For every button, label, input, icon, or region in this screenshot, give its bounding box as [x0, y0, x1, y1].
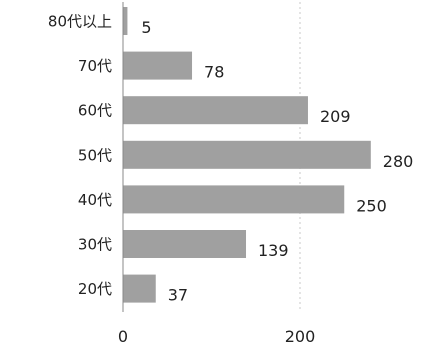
category-label: 30代	[78, 236, 112, 254]
bars	[123, 7, 371, 303]
category-label: 20代	[78, 280, 112, 298]
bar-1	[123, 51, 193, 80]
bar-0	[123, 7, 128, 35]
category-label: 60代	[78, 102, 112, 120]
bar-3	[123, 140, 371, 169]
value-label: 78	[204, 63, 224, 82]
bar-2	[123, 96, 308, 125]
bar-5	[123, 230, 247, 258]
category-labels: 80代以上 70代 60代 50代 40代 30代 20代	[48, 13, 112, 299]
category-label: 40代	[78, 191, 112, 209]
x-tick-label: 200	[285, 327, 316, 346]
x-axis-ticks: 0 200	[118, 327, 315, 346]
value-label: 209	[320, 107, 351, 126]
value-labels: 5 78 209 280 250 139 37	[141, 18, 413, 305]
value-label: 139	[258, 241, 289, 260]
bar-4	[123, 185, 345, 214]
category-label: 50代	[78, 146, 112, 164]
value-label: 280	[383, 152, 414, 171]
value-label: 37	[168, 286, 188, 305]
x-tick-label: 0	[118, 327, 128, 346]
bar-6	[123, 274, 156, 303]
value-label: 5	[141, 18, 151, 37]
value-label: 250	[356, 196, 387, 215]
category-label: 80代以上	[48, 13, 112, 31]
category-label: 70代	[78, 57, 112, 75]
